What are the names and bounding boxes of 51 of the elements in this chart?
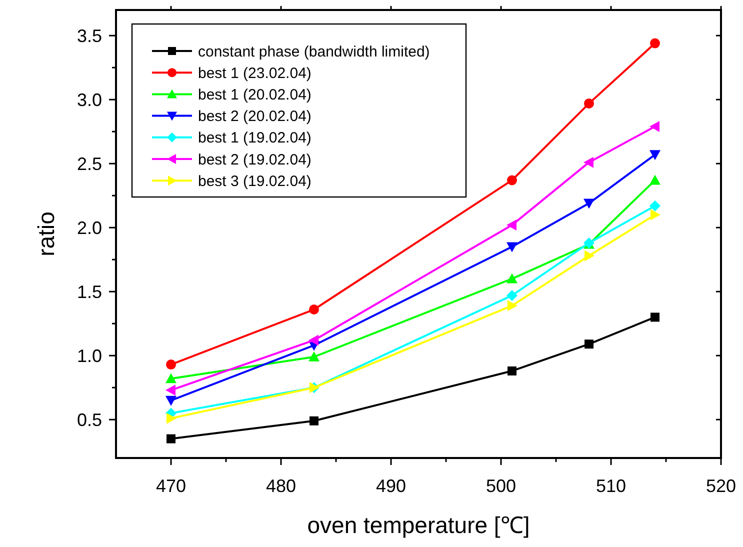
legend-label: best 1 (23.02.04) xyxy=(198,64,312,82)
y-tick-label: 1.0 xyxy=(76,346,102,366)
point xyxy=(650,120,660,132)
point xyxy=(650,312,660,322)
point xyxy=(584,340,594,349)
y-tick-label: 2.5 xyxy=(76,154,102,174)
x-tick-label: 470 xyxy=(156,476,186,496)
y-tick-label: 3.5 xyxy=(76,26,102,46)
point xyxy=(508,300,518,312)
point xyxy=(650,150,660,160)
x-tick-label: 500 xyxy=(486,476,516,496)
point xyxy=(309,304,319,315)
point xyxy=(584,156,594,168)
legend-label: constant phase (bandwidth limited) xyxy=(198,43,430,60)
point xyxy=(308,351,320,362)
point xyxy=(506,242,518,252)
point xyxy=(508,366,516,376)
point xyxy=(166,434,176,444)
point xyxy=(650,200,660,212)
point xyxy=(506,220,516,231)
x-tick-label: 520 xyxy=(706,476,736,496)
legend-label: best 1 (19.02.04) xyxy=(198,130,312,147)
point xyxy=(506,273,518,284)
point xyxy=(650,38,660,48)
x-tick-label: 510 xyxy=(596,476,626,496)
point xyxy=(166,384,176,396)
legend-label: best 1 (20.02.04) xyxy=(198,86,312,104)
x-tick-label: 490 xyxy=(376,476,406,496)
x-tick-label: 480 xyxy=(266,476,296,496)
point xyxy=(584,250,594,262)
point xyxy=(506,290,518,301)
y-tick-label: 0.5 xyxy=(76,410,102,430)
point xyxy=(650,174,660,185)
point xyxy=(166,360,176,370)
legend-label: best 2 (19.02.04) xyxy=(198,151,312,168)
point xyxy=(166,396,176,406)
point xyxy=(166,412,176,424)
y-tick-label: 1.5 xyxy=(76,282,102,302)
y-tick-label: 3.0 xyxy=(76,90,102,110)
point xyxy=(584,198,594,209)
legend-label: best 3 (19.02.04) xyxy=(198,172,312,190)
point xyxy=(584,98,594,108)
point xyxy=(507,175,517,186)
point xyxy=(310,416,318,426)
x-axis-title: oven temperature [℃] xyxy=(307,512,530,538)
legend-label: best 2 (20.02.04) xyxy=(198,108,312,126)
point xyxy=(308,334,318,346)
point xyxy=(650,209,660,220)
y-axis-title: ratio xyxy=(33,212,59,256)
y-tick-label: 2.0 xyxy=(76,218,102,238)
point xyxy=(166,373,176,384)
